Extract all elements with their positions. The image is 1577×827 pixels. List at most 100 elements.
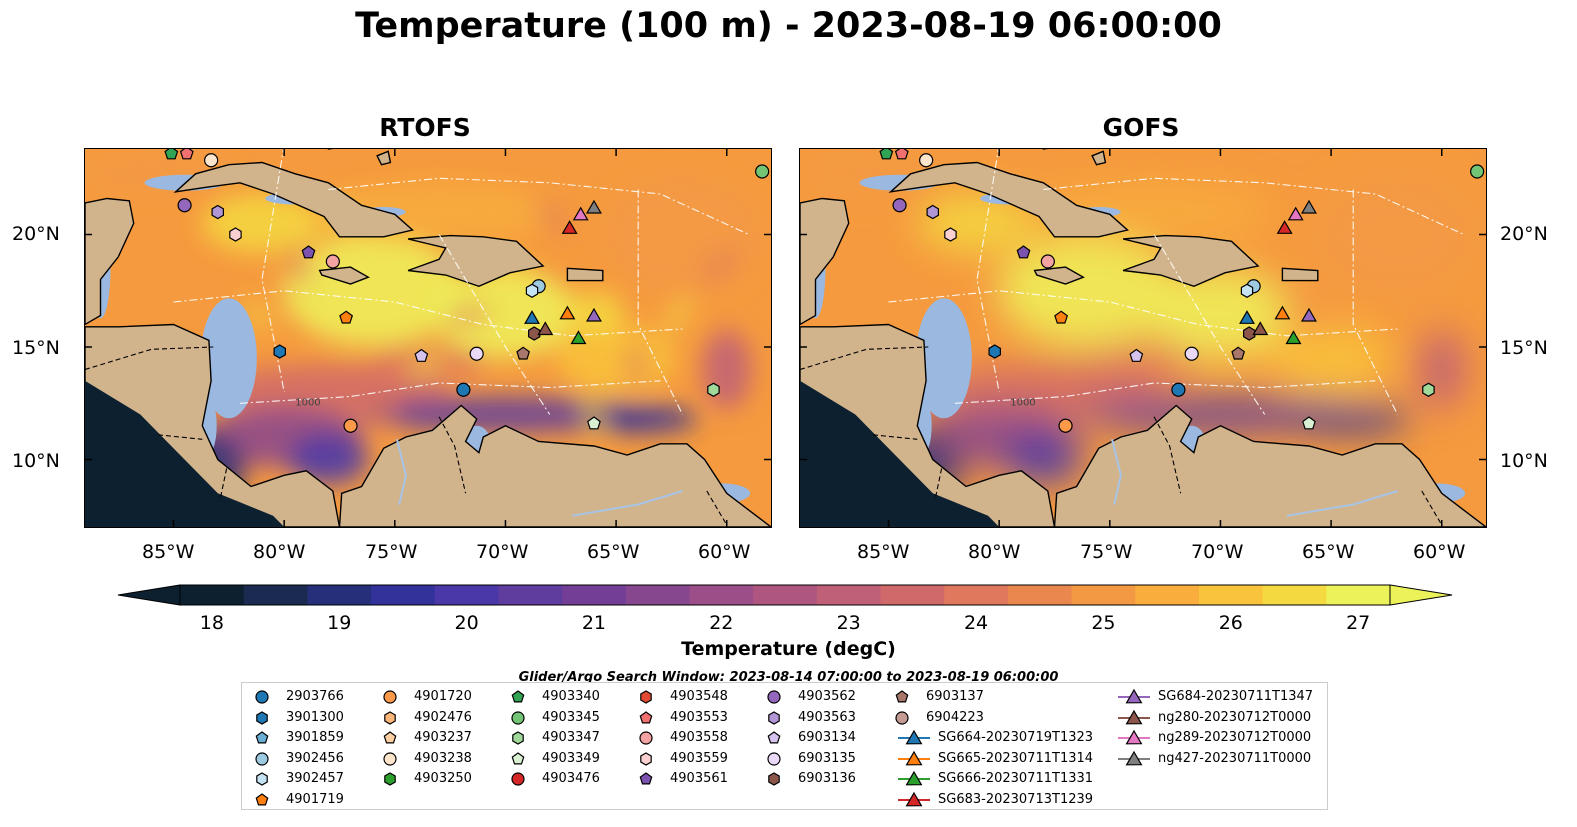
marker-4903345[interactable]: [1470, 164, 1485, 179]
marker-3901300[interactable]: [988, 344, 1001, 359]
legend-label: 6903137: [926, 689, 984, 704]
colorbar-tick-label: 23: [836, 612, 861, 634]
marker-SG684-20230711T1347[interactable]: [585, 307, 602, 322]
legend-swatch: [384, 710, 396, 725]
marker-SG683-20230713T1239[interactable]: [1276, 220, 1293, 234]
legend-label: 2903766: [286, 689, 344, 704]
marker-ng427-20230711T0000[interactable]: [585, 199, 602, 214]
legend-swatch: [1118, 688, 1150, 704]
marker-6903134[interactable]: [414, 348, 429, 362]
marker-4903558[interactable]: [325, 254, 340, 269]
marker-3902457[interactable]: [525, 283, 539, 298]
marker-SG666-20230711T1331[interactable]: [1285, 330, 1302, 345]
legend-label: SG666-20230711T1331: [938, 771, 1094, 787]
marker-4901719[interactable]: [1054, 310, 1069, 324]
marker-4903559[interactable]: [229, 227, 242, 242]
marker-4903347[interactable]: [1422, 382, 1435, 397]
marker-6903137[interactable]: [516, 346, 531, 360]
marker-4903553[interactable]: [894, 149, 909, 160]
marker-6903136[interactable]: [1243, 326, 1256, 341]
marker-6903134[interactable]: [1129, 348, 1144, 362]
legend-label: 6903134: [798, 730, 856, 746]
marker-ng280-20230712T0000[interactable]: [1252, 321, 1269, 336]
marker-4903238[interactable]: [919, 153, 934, 168]
marker-SG664-20230719T1323[interactable]: [1239, 310, 1255, 324]
marker-SG683-20230713T1239[interactable]: [561, 220, 578, 234]
marker-4903563[interactable]: [211, 204, 224, 220]
marker-4903559[interactable]: [944, 227, 957, 242]
lat-tick: 20°N: [1500, 223, 1548, 245]
marker-4903562[interactable]: [892, 198, 907, 213]
legend-label: 4903238: [414, 750, 472, 766]
legend-swatch: [639, 710, 653, 724]
colorbar-segment: [880, 585, 945, 605]
legend-swatch: [768, 772, 780, 787]
marker-2903766[interactable]: [456, 382, 471, 397]
map-panel-rtofs[interactable]: 1000: [84, 148, 772, 528]
lon-tick: 80°W: [968, 541, 1021, 563]
legend-label: 4903563: [798, 709, 856, 725]
lon-tick: 65°W: [587, 541, 640, 563]
marker-6903135[interactable]: [469, 346, 484, 361]
legend-label: 4903558: [670, 730, 728, 746]
marker-SG666-20230711T1331[interactable]: [570, 330, 587, 345]
legend-swatch: [767, 731, 781, 744]
marker-4903340[interactable]: [879, 149, 894, 160]
marker-4903349[interactable]: [587, 416, 601, 430]
legend-label: 4903345: [542, 709, 600, 725]
colorbar: [117, 584, 1453, 606]
marker-4903561[interactable]: [301, 245, 316, 259]
marker-6903136[interactable]: [528, 326, 541, 341]
contour-label: 1000: [1010, 398, 1035, 409]
marker-4903347[interactable]: [707, 382, 720, 397]
legend-label: 3901859: [286, 730, 344, 746]
marker-SG665-20230711T1314[interactable]: [1274, 305, 1291, 320]
legend-label: 3902457: [286, 771, 344, 787]
colorbar-segment: [944, 585, 1009, 605]
marker-2903766[interactable]: [1171, 382, 1186, 397]
legend-swatch: [383, 752, 397, 766]
marker-6903135[interactable]: [1184, 346, 1199, 361]
marker-4903558[interactable]: [1040, 254, 1055, 269]
marker-4903553[interactable]: [179, 149, 194, 160]
marker-ng427-20230711T0000[interactable]: [1300, 199, 1317, 214]
marker-ng280-20230712T0000[interactable]: [537, 321, 554, 336]
colorbar-segment: [689, 585, 754, 605]
marker-ng289-20230712T0000[interactable]: [572, 206, 589, 221]
marker-4901719[interactable]: [339, 310, 354, 324]
marker-4903340[interactable]: [164, 149, 179, 160]
marker-4903562[interactable]: [177, 198, 192, 213]
legend-swatch: [383, 690, 397, 704]
marker-ng289-20230712T0000[interactable]: [1287, 206, 1304, 221]
legend-label: 4903562: [798, 689, 856, 704]
legend-swatch: [768, 710, 780, 725]
colorbar-segment: [434, 585, 499, 605]
colorbar-segment: [753, 585, 818, 605]
map-canvas-gofs: 1000: [800, 149, 1486, 527]
marker-4903561[interactable]: [1016, 245, 1031, 259]
legend-swatch: [1118, 729, 1150, 745]
marker-3901300[interactable]: [273, 344, 286, 359]
legend-swatch: [512, 731, 524, 745]
colorbar-segment: [1262, 585, 1327, 605]
legend-label: 4903347: [542, 730, 600, 746]
marker-SG664-20230719T1323[interactable]: [524, 310, 540, 324]
marker-4901720[interactable]: [1058, 418, 1073, 433]
marker-3902457[interactable]: [1240, 283, 1254, 298]
marker-6903137[interactable]: [1231, 346, 1246, 360]
legend-swatch: [256, 710, 268, 725]
lat-tick: 20°N: [12, 223, 60, 245]
marker-4903345[interactable]: [755, 164, 770, 179]
map-panel-gofs[interactable]: 1000: [799, 148, 1487, 528]
marker-4903563[interactable]: [926, 204, 939, 220]
marker-SG665-20230711T1314[interactable]: [559, 305, 576, 320]
marker-4901720[interactable]: [343, 418, 358, 433]
legend-swatch: [255, 731, 269, 744]
legend-label: 4902476: [414, 709, 472, 725]
marker-4903238[interactable]: [204, 153, 219, 168]
figure-title: Temperature (100 m) - 2023-08-19 06:00:0…: [355, 6, 1222, 46]
marker-4903349[interactable]: [1302, 416, 1316, 430]
legend-label: 4903561: [670, 771, 728, 787]
marker-SG684-20230711T1347[interactable]: [1300, 307, 1317, 322]
markers: [164, 149, 770, 433]
